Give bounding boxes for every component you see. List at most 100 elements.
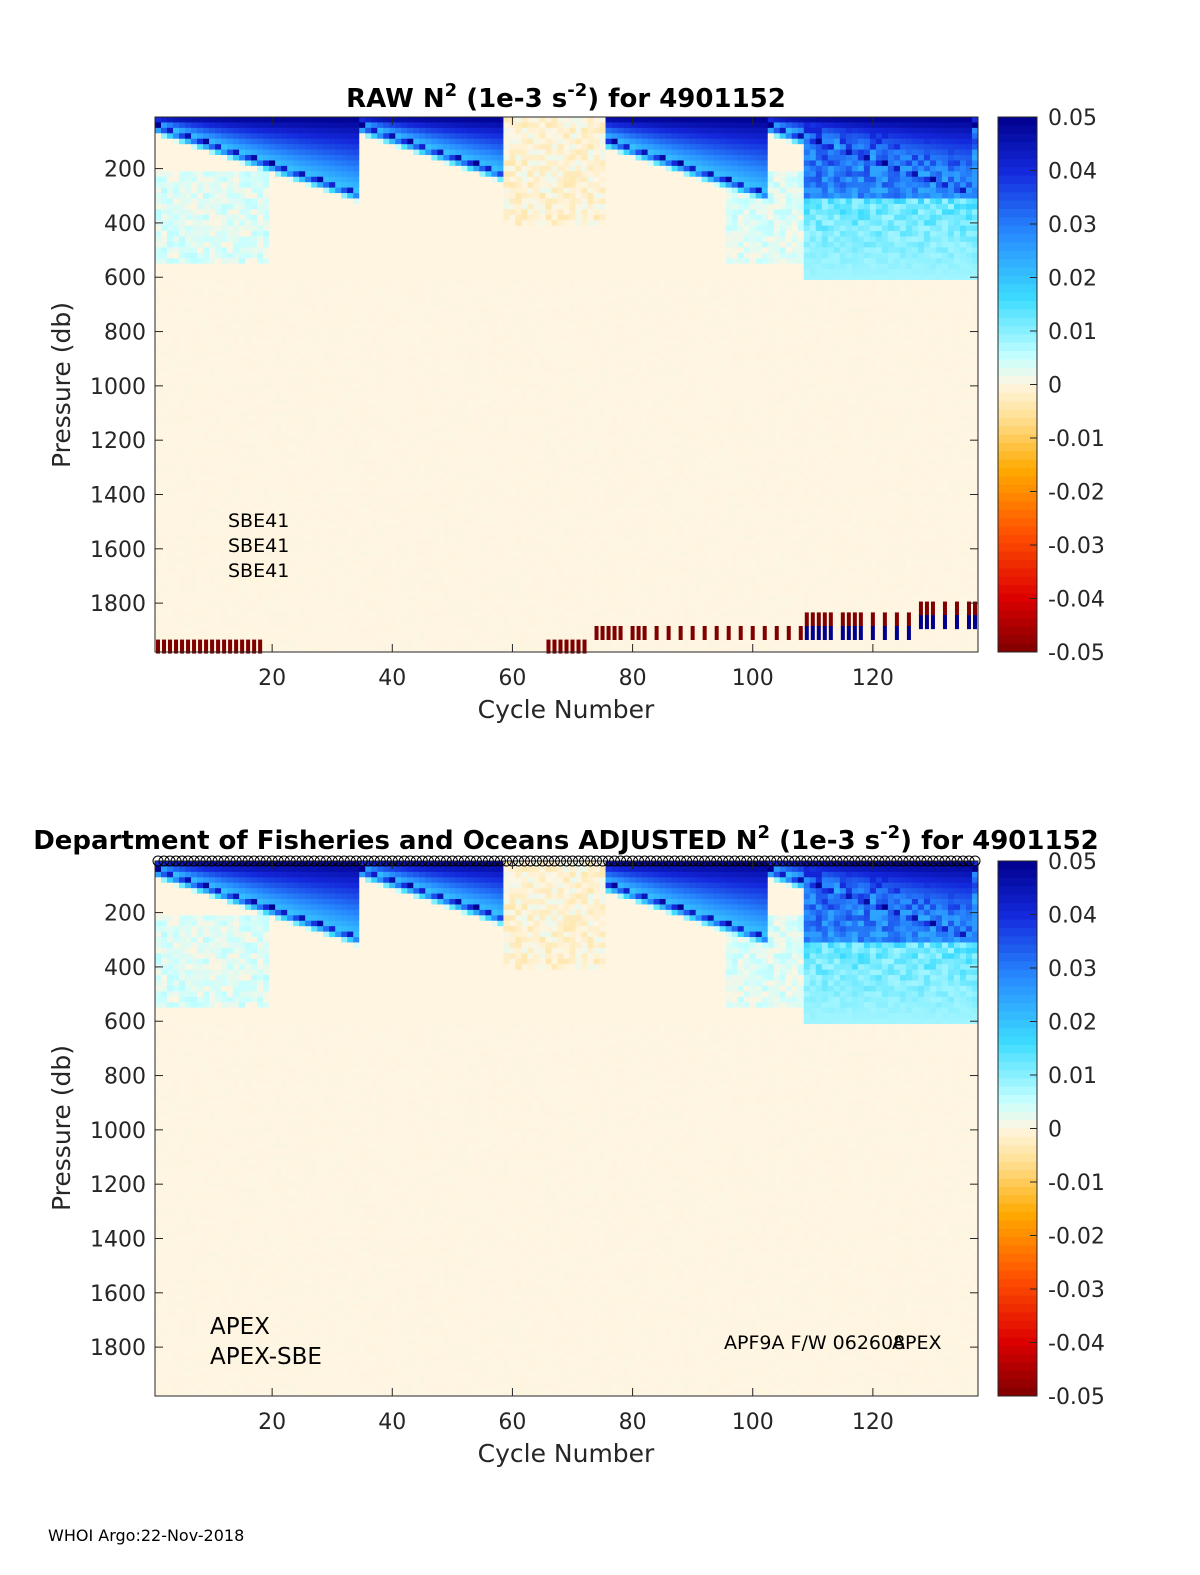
heatmap-cell xyxy=(305,513,312,520)
heatmap-cell xyxy=(401,361,408,368)
heatmap-cell xyxy=(425,361,432,368)
heatmap-cell xyxy=(251,263,258,270)
heatmap-cell xyxy=(317,269,324,275)
heatmap-cell xyxy=(203,377,210,384)
heatmap-cell xyxy=(431,497,438,504)
heatmap-cell xyxy=(419,187,426,194)
heatmap-cell xyxy=(329,567,336,574)
heatmap-cell xyxy=(443,529,450,536)
heatmap-cell xyxy=(221,551,228,558)
heatmap-cell xyxy=(395,589,402,596)
heatmap-cell xyxy=(227,529,234,536)
heatmap-cell xyxy=(293,366,300,373)
heatmap-cell xyxy=(431,594,438,601)
heatmap-cell xyxy=(221,247,228,254)
heatmap-cell xyxy=(353,214,360,221)
heatmap-cell xyxy=(221,274,228,281)
heatmap-cell xyxy=(431,383,438,389)
heatmap-cell xyxy=(173,127,180,134)
heatmap-cell xyxy=(245,372,252,379)
heatmap-cell xyxy=(305,388,312,395)
heatmap-cell xyxy=(203,274,210,281)
heatmap-cell xyxy=(329,252,336,259)
heatmap-cell xyxy=(269,556,276,563)
heatmap-cell xyxy=(311,193,318,199)
heatmap-cell xyxy=(425,399,432,406)
heatmap-cell xyxy=(311,611,318,618)
heatmap-cell xyxy=(281,551,288,558)
heatmap-cell xyxy=(275,307,282,313)
heatmap-cell xyxy=(425,437,432,444)
heatmap-cell xyxy=(293,317,300,324)
heatmap-cell xyxy=(443,589,450,596)
heatmap-cell xyxy=(275,285,282,292)
heatmap-cell xyxy=(347,361,354,368)
heatmap-cell xyxy=(437,307,444,313)
heatmap-cell xyxy=(389,241,396,248)
heatmap-cell xyxy=(335,524,342,531)
heatmap-cell xyxy=(173,160,180,167)
heatmap-cell xyxy=(185,138,192,145)
heatmap-cell xyxy=(245,529,252,536)
heatmap-cell xyxy=(347,508,354,514)
heatmap-cell xyxy=(371,193,378,199)
heatmap-cell xyxy=(347,339,354,346)
heatmap-cell xyxy=(413,350,420,357)
heatmap-cell xyxy=(425,345,432,351)
heatmap-cell xyxy=(305,350,312,357)
heatmap-cell xyxy=(221,182,228,189)
heatmap-cell xyxy=(323,350,330,357)
heatmap-cell xyxy=(347,198,354,205)
heatmap-cell xyxy=(251,301,258,308)
heatmap-cell xyxy=(371,486,378,493)
heatmap-cell xyxy=(317,453,324,460)
heatmap-cell xyxy=(407,421,414,427)
heatmap-cell xyxy=(293,535,300,542)
heatmap-cell xyxy=(173,627,180,634)
heatmap-cell xyxy=(329,475,336,482)
heatmap-cell xyxy=(317,415,324,422)
heatmap-cell xyxy=(437,236,444,243)
heatmap-cell xyxy=(155,296,162,303)
heatmap-cell xyxy=(239,627,246,634)
heatmap-cell xyxy=(173,611,180,618)
heatmap-cell xyxy=(371,171,378,178)
heatmap-cell xyxy=(365,117,372,123)
heatmap-cell xyxy=(257,426,264,433)
heatmap-cell xyxy=(155,459,162,466)
heatmap-cell xyxy=(167,182,174,189)
heatmap-cell xyxy=(347,258,354,265)
heatmap-cell xyxy=(371,258,378,265)
heatmap-cell xyxy=(431,448,438,455)
heatmap-cell xyxy=(239,301,246,308)
heatmap-cell xyxy=(239,198,246,205)
heatmap-cell xyxy=(203,470,210,476)
heatmap-cell xyxy=(257,562,264,569)
heatmap-cell xyxy=(425,155,432,161)
heatmap-cell xyxy=(155,214,162,221)
heatmap-cell xyxy=(269,611,276,618)
heatmap-cell xyxy=(263,220,270,227)
heatmap-cell xyxy=(173,263,180,270)
heatmap-cell xyxy=(437,518,444,525)
heatmap-cell xyxy=(209,464,216,471)
heatmap-cell xyxy=(281,122,288,129)
heatmap-cell xyxy=(317,182,324,189)
heatmap-cell xyxy=(335,214,342,221)
heatmap-cell xyxy=(299,296,306,303)
heatmap-cell xyxy=(323,513,330,520)
heatmap-cell xyxy=(233,486,240,493)
heatmap-cell xyxy=(203,475,210,482)
heatmap-cell xyxy=(449,182,456,189)
heatmap-cell xyxy=(263,345,270,351)
heatmap-cell xyxy=(353,252,360,259)
heatmap-cell xyxy=(227,274,234,281)
heatmap-cell xyxy=(155,573,162,580)
heatmap-cell xyxy=(227,567,234,574)
heatmap-cell xyxy=(371,236,378,243)
heatmap-cell xyxy=(383,513,390,520)
heatmap-cell xyxy=(347,269,354,275)
heatmap-cell xyxy=(239,470,246,476)
heatmap-cell xyxy=(275,345,282,351)
heatmap-cell xyxy=(455,328,462,335)
